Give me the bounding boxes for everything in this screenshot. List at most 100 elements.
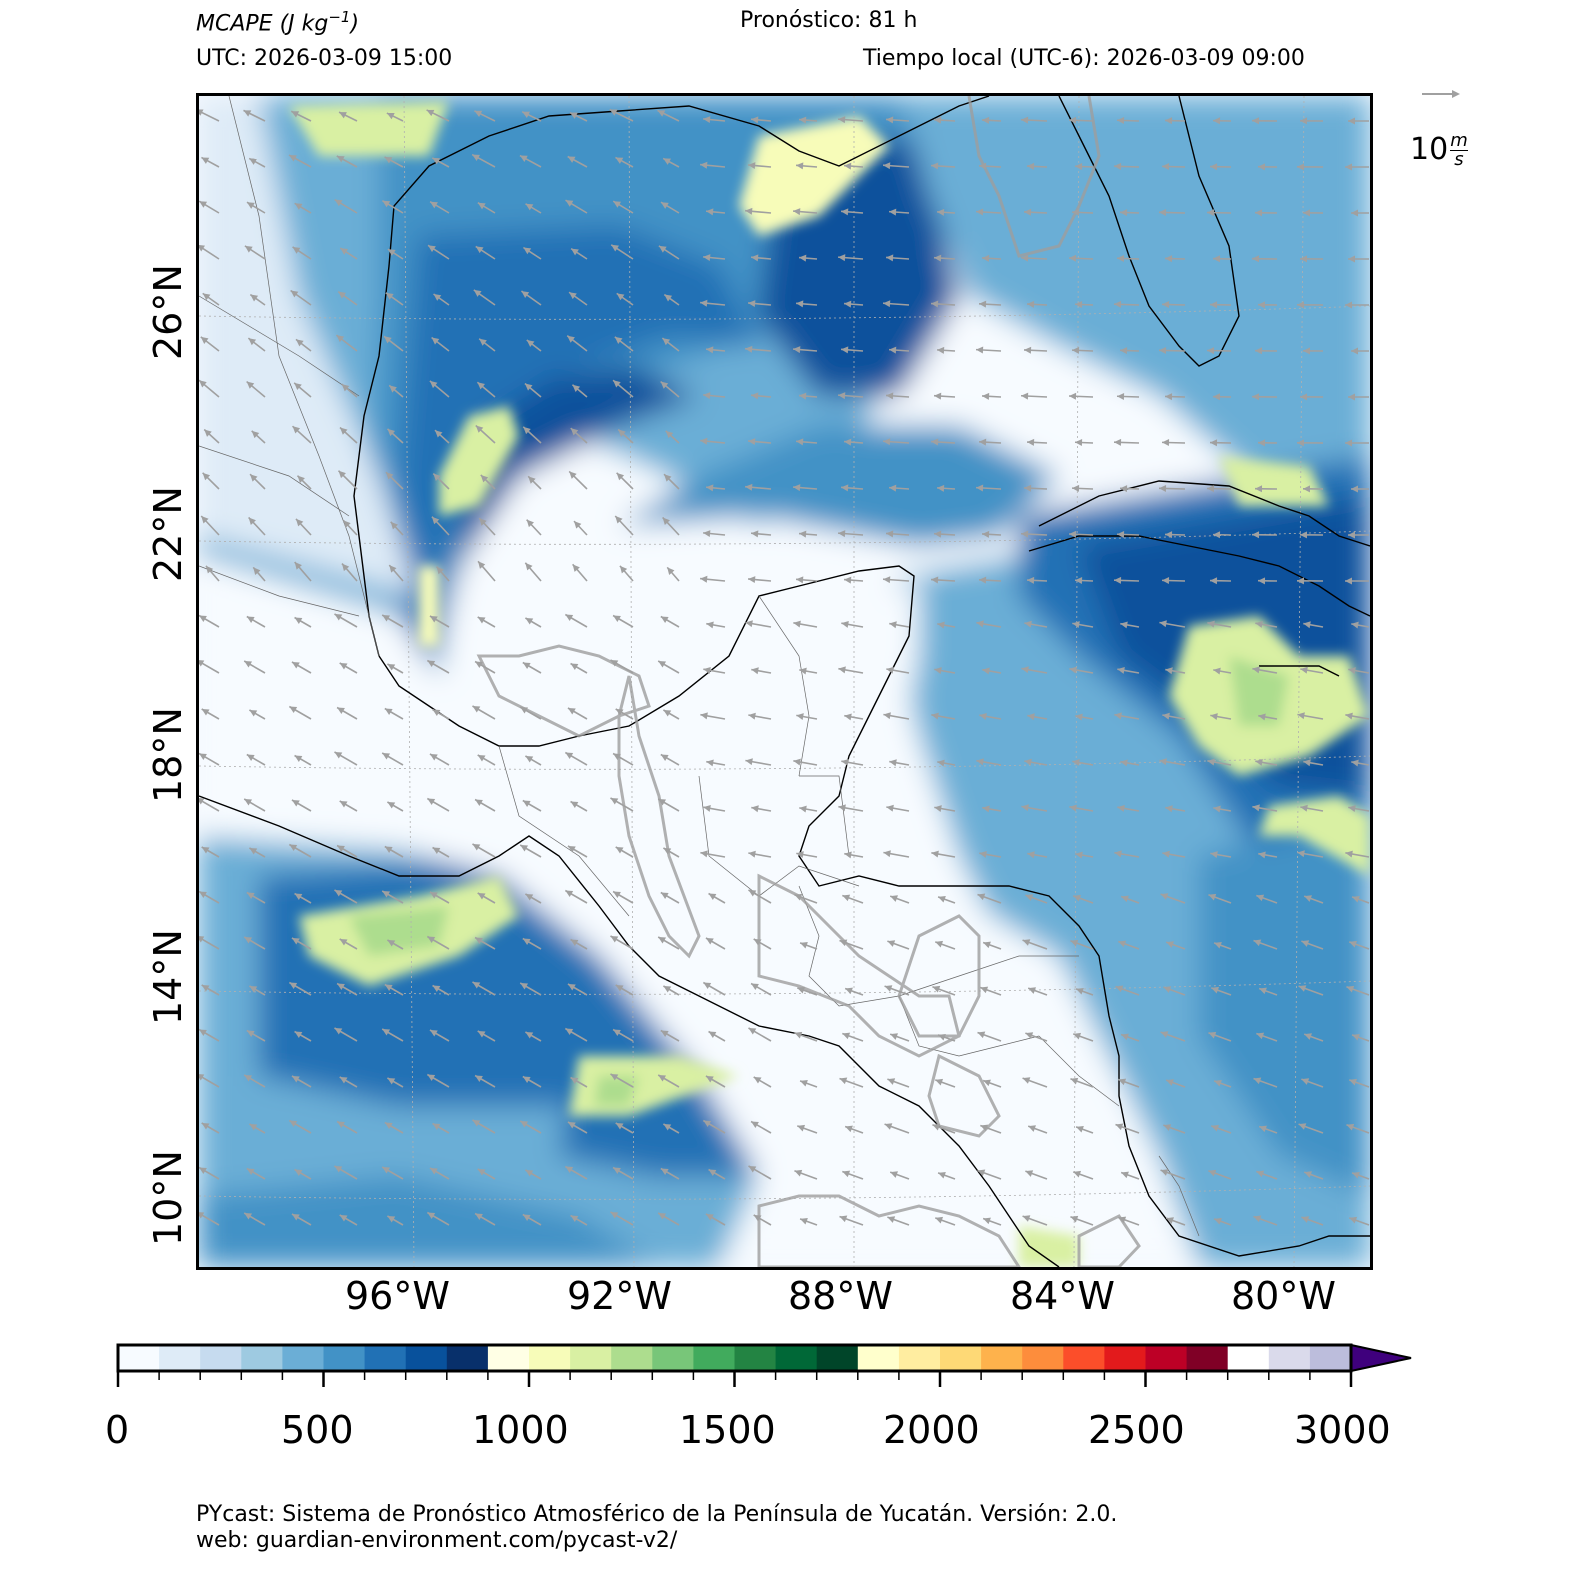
wind-arrow-head — [478, 561, 486, 569]
wind-arrow-head — [382, 753, 391, 760]
wind-arrow-head — [931, 850, 939, 858]
wind-arrow-head — [201, 1123, 210, 1130]
wind-arrow-head — [1028, 987, 1036, 994]
wind-arrow-head — [339, 663, 348, 670]
wind-arrow-head — [794, 1031, 803, 1039]
wind-arrow-head — [565, 752, 574, 760]
wind-arrow-head — [473, 289, 482, 297]
wind-arrow-head — [889, 484, 897, 492]
title-variable: MCAPE — [196, 11, 273, 37]
colorbar-cell — [446, 1345, 489, 1371]
wind-arrow-head — [1210, 439, 1218, 447]
wind-arrow-head — [1345, 577, 1353, 585]
wind-arrow-head — [610, 1212, 619, 1219]
wind-arrow-head — [937, 346, 945, 354]
wind-arrow-head — [890, 895, 898, 902]
wind-arrow-head — [748, 850, 756, 858]
colorbar-tick-1000: 1000 — [472, 1408, 569, 1452]
wind-arrow-head — [796, 713, 804, 721]
wind-arrow-head — [658, 799, 667, 806]
wind-arrow-head — [977, 893, 986, 901]
wind-arrow-head — [1349, 1078, 1358, 1086]
wind-arrow-head — [1159, 208, 1167, 216]
wind-arrow-head — [339, 801, 348, 808]
wind-arrow-head — [889, 759, 897, 767]
wind-arrow-head — [1301, 940, 1310, 947]
colorbar-cell — [570, 1345, 612, 1371]
colorbar-cell — [159, 1345, 201, 1371]
wind-arrow-head — [842, 1170, 851, 1178]
wind-arrow-head — [889, 208, 897, 216]
wind-arrow-head — [703, 530, 711, 538]
wind-arrow-head — [660, 1030, 669, 1038]
wind-arrow-head — [1214, 1217, 1222, 1225]
wind-arrow-head — [289, 1120, 298, 1128]
wind-arrow-head — [475, 799, 483, 807]
wind-arrow-head — [751, 983, 759, 991]
wind-arrow-head — [838, 666, 846, 674]
wind-arrow-head — [522, 1214, 531, 1222]
wind-arrow-head — [199, 109, 204, 116]
wind-arrow-head — [1252, 117, 1260, 125]
wind-arrow-head — [199, 1029, 207, 1037]
wind-arrow-head — [522, 1076, 531, 1084]
wind-arrow-head — [745, 207, 753, 215]
wind-arrow-head — [432, 847, 441, 855]
wind-arrow-head — [610, 936, 619, 943]
wind-arrow-head — [1297, 439, 1305, 447]
wind-arrow-head — [1159, 620, 1167, 628]
wind-arrow-head — [706, 208, 714, 216]
wind-arrow-head — [700, 850, 708, 858]
wind-arrow-head — [1259, 1125, 1267, 1133]
wind-arrow-head — [1028, 1125, 1036, 1132]
wind-arrow-head — [799, 254, 807, 262]
wind-arrow-head — [663, 710, 672, 717]
wind-arrow-head — [662, 517, 670, 525]
colorbar-cell — [282, 1345, 324, 1371]
wind-arrow-head — [844, 300, 852, 308]
wind-arrow-head — [663, 986, 672, 993]
land-mask-contours — [476, 96, 1141, 1267]
wind-arrow-head — [1162, 712, 1170, 720]
wind-arrow-head — [244, 1075, 253, 1082]
wind-arrow-head — [883, 300, 891, 308]
wind-arrow-head — [341, 384, 350, 392]
colorbar-cell — [857, 1345, 900, 1371]
lat-label-18n: 18°N — [146, 707, 190, 803]
wind-arrow-head — [1070, 1077, 1079, 1085]
wind-arrow-head — [1211, 1124, 1220, 1132]
wind-arrow-head — [658, 245, 667, 253]
map-panel — [196, 93, 1373, 1270]
wind-arrow-head — [251, 430, 260, 439]
wind-arrow-head — [982, 805, 990, 813]
wind-arrow-head — [432, 985, 441, 993]
wind-arrow-head — [567, 708, 576, 715]
wind-arrow-head — [387, 664, 396, 671]
wind-arrow-head — [938, 1033, 946, 1041]
wind-arrow-head — [339, 939, 348, 946]
wind-arrow-head — [433, 293, 442, 301]
wind-arrow-head — [1027, 300, 1035, 308]
wind-arrow-head — [1069, 116, 1077, 124]
wind-arrow-head — [934, 116, 942, 124]
wind-arrow-head — [336, 156, 345, 163]
admin-borders — [199, 96, 1200, 1237]
wind-arrow-head — [614, 336, 623, 344]
wind-arrow-head — [250, 294, 259, 302]
wind-arrow-head — [615, 516, 623, 524]
wind-arrow-head — [979, 162, 987, 170]
wind-arrow-head — [382, 1167, 391, 1174]
wind-arrow-head — [339, 1215, 348, 1222]
wind-arrow-head — [337, 983, 345, 991]
wind-arrow-head — [199, 244, 206, 252]
wind-arrow-head — [244, 799, 253, 806]
wind-arrow-head — [883, 712, 891, 720]
wind-arrow-head — [246, 892, 255, 900]
colorbar-tick-2000: 2000 — [883, 1408, 980, 1452]
wind-arrow-head — [431, 337, 440, 345]
wind-arrow-head — [1159, 758, 1167, 766]
wind-arrow-head — [526, 519, 535, 528]
wind-arrow-head — [1208, 893, 1217, 901]
wind-arrow-head — [934, 254, 942, 262]
wind-arrow-head — [886, 392, 894, 400]
